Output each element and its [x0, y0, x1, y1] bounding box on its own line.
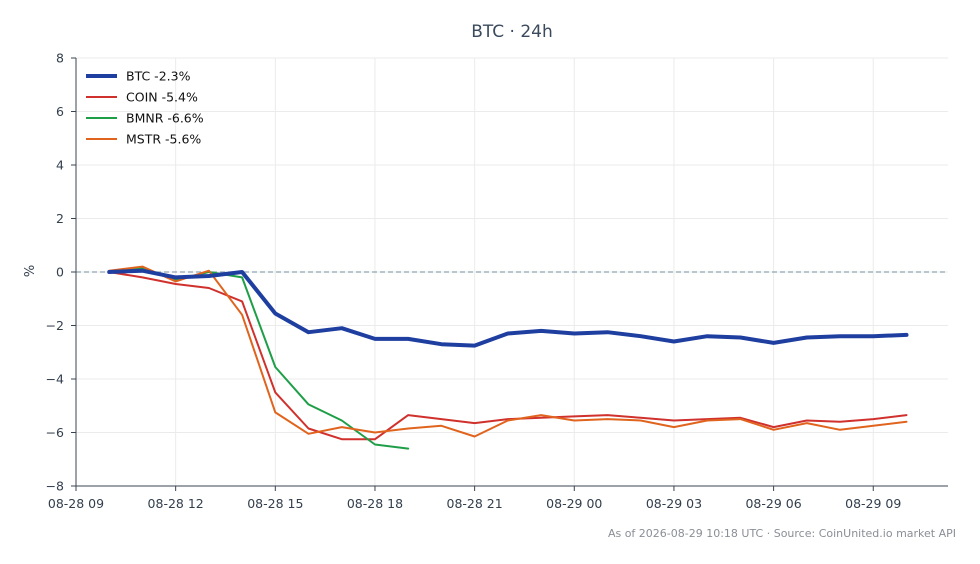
legend-label: BMNR -6.6%	[126, 111, 204, 126]
x-tick-label: 08-28 21	[447, 496, 503, 511]
axes: −8 −6 −4 −2 0 2 4 6 8 08-28 09 08-28 12 08-28 15 08-…	[46, 51, 948, 511]
y-tick-label: 0	[56, 265, 64, 280]
y-tick-label: −6	[46, 425, 64, 440]
x-tick-label: 08-28 18	[347, 496, 403, 511]
chart-title: BTC · 24h	[471, 22, 553, 42]
source-footer: As of 2026-08-29 10:18 UTC · Source: Coi…	[608, 527, 956, 540]
y-tick-label: −2	[46, 318, 64, 333]
y-tick-label: 4	[56, 158, 64, 173]
y-tick-label: 2	[56, 211, 64, 226]
legend: BTC -2.3% COIN -5.4% BMNR -6.6% MSTR -5.6%	[86, 69, 204, 147]
x-tick-label: 08-28 15	[247, 496, 303, 511]
series-line-btc	[107, 268, 909, 348]
x-tick-label: 08-29 06	[745, 496, 801, 511]
legend-label: BTC -2.3%	[126, 69, 191, 84]
y-tick-label: −8	[46, 479, 64, 494]
x-tick-label: 08-28 12	[148, 496, 204, 511]
y-tick-label: −4	[46, 372, 64, 387]
series-lines	[107, 265, 909, 450]
legend-label: MSTR -5.6%	[126, 132, 201, 147]
x-tick-label: 08-28 09	[48, 496, 104, 511]
x-tick-label: 08-29 03	[646, 496, 702, 511]
legend-label: COIN -5.4%	[126, 90, 198, 105]
x-tick-label: 08-29 00	[546, 496, 602, 511]
series-line-mstr	[108, 265, 908, 438]
x-tick-label: 08-29 09	[845, 496, 901, 511]
y-tick-label: 6	[56, 104, 64, 119]
y-tick-label: 8	[56, 51, 64, 66]
y-axis-label: %	[23, 265, 38, 277]
